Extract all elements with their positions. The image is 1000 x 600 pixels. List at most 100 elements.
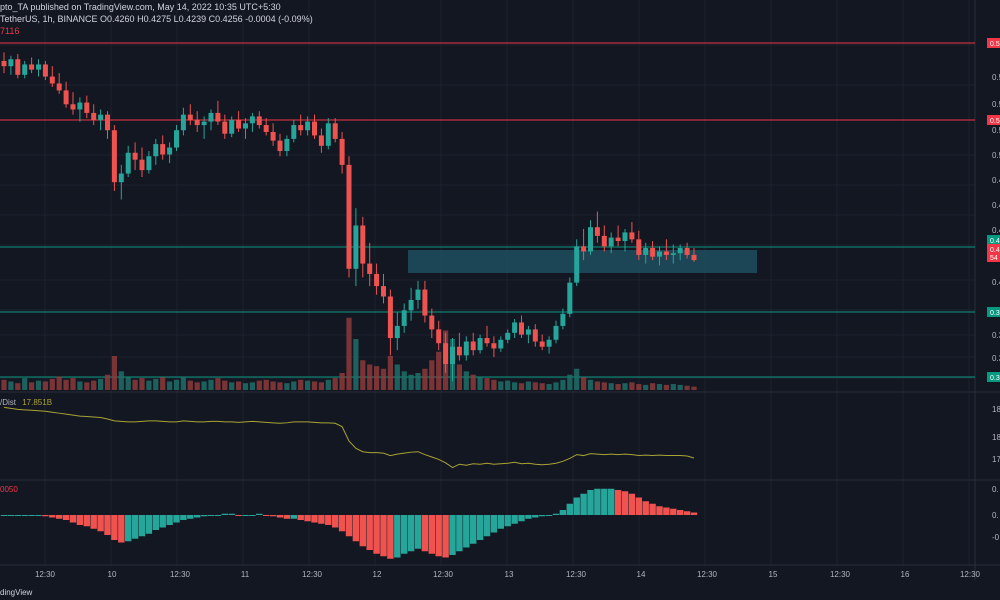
candle-body[interactable] — [339, 138, 345, 165]
candle-body[interactable] — [408, 299, 414, 311]
candle-body[interactable] — [243, 123, 248, 129]
candle-body[interactable] — [70, 104, 76, 110]
candle-body[interactable] — [346, 164, 352, 269]
candle-body[interactable] — [91, 112, 97, 120]
candle-body[interactable] — [111, 130, 117, 183]
candlesticks[interactable] — [1, 52, 697, 382]
candle-body[interactable] — [560, 313, 566, 326]
candle-body[interactable] — [519, 322, 524, 335]
candle-body[interactable] — [450, 346, 455, 365]
candle-body[interactable] — [105, 114, 110, 131]
symbol-ohlc-line[interactable]: TetherUS, 1h, BINANCE O0.4260 H0.4275 L0… — [0, 14, 313, 24]
candle-body[interactable] — [325, 123, 331, 146]
candle-body[interactable] — [663, 251, 669, 255]
candle-body[interactable] — [505, 332, 511, 340]
candle-body[interactable] — [270, 131, 276, 141]
candle-body[interactable] — [167, 147, 173, 155]
candle-body[interactable] — [387, 296, 393, 339]
candle-body[interactable] — [477, 338, 483, 351]
candle-body[interactable] — [436, 329, 442, 344]
candle-body[interactable] — [615, 237, 621, 242]
candle-body[interactable] — [594, 227, 600, 236]
candle-body[interactable] — [601, 235, 607, 247]
candle-body[interactable] — [36, 64, 41, 70]
candle-body[interactable] — [588, 227, 593, 252]
candle-body[interactable] — [422, 289, 428, 316]
candle-body[interactable] — [463, 341, 469, 356]
candle-body[interactable] — [194, 119, 200, 126]
candle-body[interactable] — [153, 144, 159, 157]
candle-body[interactable] — [381, 286, 386, 297]
candle-body[interactable] — [1, 60, 7, 67]
candle-body[interactable] — [532, 329, 538, 342]
candle-body[interactable] — [63, 90, 69, 105]
candle-body[interactable] — [657, 251, 662, 257]
candle-body[interactable] — [608, 237, 614, 247]
candle-body[interactable] — [22, 64, 28, 75]
candle-body[interactable] — [146, 156, 152, 171]
candle-body[interactable] — [180, 114, 186, 131]
candle-body[interactable] — [256, 116, 262, 126]
candle-body[interactable] — [539, 341, 545, 347]
candle-body[interactable] — [394, 325, 400, 339]
candle-body[interactable] — [650, 248, 656, 257]
candle-body[interactable] — [118, 173, 124, 183]
candle-body[interactable] — [525, 329, 531, 335]
candle-body[interactable] — [470, 341, 476, 351]
candle-body[interactable] — [84, 102, 90, 113]
candle-body[interactable] — [456, 346, 462, 356]
candle-body[interactable] — [636, 239, 642, 255]
adl-indicator-title[interactable]: /Dist 17.851B — [0, 398, 52, 407]
candle-body[interactable] — [429, 315, 435, 330]
candle-body[interactable] — [622, 232, 628, 242]
candle-body[interactable] — [415, 289, 421, 300]
candle-body[interactable] — [284, 138, 290, 152]
candle-body[interactable] — [443, 343, 449, 365]
candle-body[interactable] — [42, 64, 48, 77]
candle-body[interactable] — [360, 225, 366, 264]
candle-body[interactable] — [670, 253, 676, 255]
candle-body[interactable] — [574, 246, 580, 283]
candle-body[interactable] — [318, 135, 324, 146]
candle-body[interactable] — [187, 114, 193, 120]
macd-indicator-title[interactable]: 0050 — [0, 485, 18, 494]
candle-body[interactable] — [98, 114, 104, 120]
candle-body[interactable] — [401, 310, 407, 326]
candle-body[interactable] — [229, 119, 235, 134]
candle-body[interactable] — [512, 322, 518, 333]
candle-body[interactable] — [291, 125, 297, 139]
candle-body[interactable] — [174, 130, 179, 148]
candle-body[interactable] — [629, 232, 635, 240]
candle-body[interactable] — [56, 83, 62, 91]
candle-body[interactable] — [367, 263, 373, 274]
candle-body[interactable] — [546, 339, 552, 347]
candle-body[interactable] — [484, 338, 490, 344]
candle-body[interactable] — [691, 254, 697, 261]
candle-body[interactable] — [222, 121, 228, 134]
candle-body[interactable] — [305, 121, 311, 131]
candle-body[interactable] — [298, 125, 304, 131]
candle-body[interactable] — [132, 152, 138, 160]
candle-body[interactable] — [215, 112, 221, 122]
candle-body[interactable] — [77, 102, 83, 110]
candle-body[interactable] — [643, 248, 649, 255]
candle-body[interactable] — [15, 59, 21, 75]
candle-body[interactable] — [263, 125, 269, 132]
candle-body[interactable] — [49, 76, 55, 84]
candle-body[interactable] — [8, 59, 14, 67]
candle-body[interactable] — [567, 282, 573, 314]
candle-body[interactable] — [160, 144, 166, 155]
candle-body[interactable] — [581, 246, 587, 252]
candle-body[interactable] — [29, 64, 35, 70]
candle-body[interactable] — [312, 121, 317, 136]
candle-body[interactable] — [277, 140, 283, 152]
candle-body[interactable] — [553, 325, 559, 340]
candle-body[interactable] — [677, 248, 683, 254]
candle-body[interactable] — [236, 119, 242, 129]
candle-body[interactable] — [374, 273, 380, 287]
candle-body[interactable] — [684, 248, 690, 255]
candle-body[interactable] — [498, 339, 504, 349]
candle-body[interactable] — [249, 116, 255, 124]
candle-body[interactable] — [491, 343, 497, 349]
